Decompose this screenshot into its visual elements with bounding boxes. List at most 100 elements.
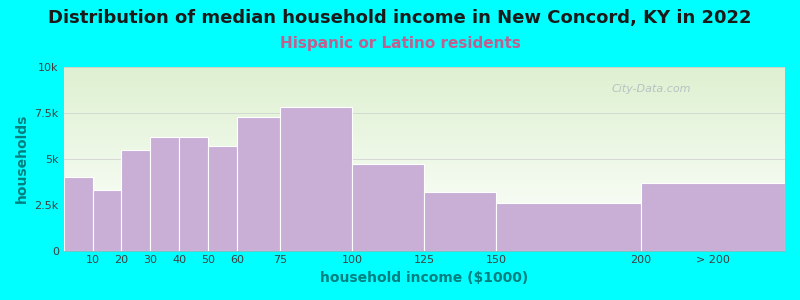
Bar	[64, 159, 785, 160]
Bar	[64, 227, 785, 228]
Bar	[64, 171, 785, 172]
Bar	[64, 106, 785, 107]
Text: City-Data.com: City-Data.com	[612, 84, 691, 94]
Bar	[64, 146, 785, 147]
Bar	[64, 116, 785, 117]
Bar	[64, 124, 785, 125]
Bar	[64, 195, 785, 196]
Bar	[64, 138, 785, 139]
Bar	[64, 141, 785, 142]
Bar	[64, 202, 785, 203]
Bar	[64, 69, 785, 70]
Bar	[64, 184, 785, 185]
Bar	[64, 122, 785, 123]
Bar	[64, 73, 785, 74]
Bar	[64, 88, 785, 89]
Bar	[64, 180, 785, 181]
Bar	[64, 201, 785, 202]
Bar	[64, 76, 785, 77]
Bar	[64, 91, 785, 92]
Bar	[64, 167, 785, 168]
Bar	[64, 74, 785, 75]
Bar	[64, 198, 785, 199]
Bar	[64, 205, 785, 206]
Bar	[64, 245, 785, 246]
Bar	[64, 93, 785, 94]
Bar	[64, 133, 785, 134]
Bar	[64, 235, 785, 236]
Bar	[64, 222, 785, 223]
Bar	[64, 104, 785, 105]
Bar	[64, 243, 785, 244]
Bar	[64, 186, 785, 187]
Bar	[64, 103, 785, 104]
Bar	[64, 96, 785, 97]
Bar	[64, 204, 785, 205]
Bar	[64, 113, 785, 114]
Bar	[64, 199, 785, 200]
Bar	[237, 117, 280, 250]
Bar	[64, 168, 785, 169]
Bar	[64, 197, 785, 198]
Bar	[64, 224, 785, 225]
Bar	[64, 78, 785, 79]
Bar	[64, 131, 785, 132]
Bar	[64, 108, 785, 109]
Bar	[64, 75, 785, 76]
Bar	[64, 182, 785, 183]
Bar	[497, 203, 641, 250]
Bar	[64, 125, 785, 126]
Bar	[64, 82, 785, 83]
Bar	[208, 146, 237, 250]
X-axis label: household income ($1000): household income ($1000)	[320, 271, 529, 285]
Bar	[64, 191, 785, 192]
Bar	[64, 151, 785, 152]
Bar	[64, 117, 785, 118]
Bar	[64, 225, 785, 226]
Bar	[64, 149, 785, 150]
Bar	[64, 128, 785, 129]
Bar	[64, 129, 785, 130]
Bar	[64, 118, 785, 119]
Bar	[64, 145, 785, 146]
Bar	[64, 194, 785, 195]
Bar	[64, 71, 785, 72]
Bar	[64, 241, 785, 242]
Bar	[64, 105, 785, 106]
Bar	[64, 87, 785, 88]
Bar	[64, 111, 785, 112]
Bar	[64, 130, 785, 131]
Bar	[64, 228, 785, 229]
Bar	[64, 188, 785, 189]
Bar	[64, 79, 785, 80]
Bar	[64, 248, 785, 249]
Bar	[64, 230, 785, 231]
Bar	[64, 236, 785, 237]
Bar	[64, 187, 785, 188]
Bar	[64, 85, 785, 86]
Bar	[64, 157, 785, 158]
Bar	[64, 127, 785, 128]
Bar	[64, 115, 785, 116]
Bar	[64, 214, 785, 215]
Bar	[64, 90, 785, 91]
Bar	[64, 208, 785, 209]
Bar	[64, 136, 785, 137]
Bar	[64, 172, 785, 173]
Bar	[64, 166, 785, 167]
Bar	[64, 154, 785, 155]
Bar	[64, 92, 785, 93]
Bar	[64, 247, 785, 248]
Bar	[64, 143, 785, 144]
Bar	[64, 165, 785, 166]
Bar	[64, 218, 785, 219]
Bar	[64, 67, 785, 68]
Bar	[64, 158, 785, 159]
Bar	[64, 215, 785, 216]
Bar	[64, 177, 785, 178]
Bar	[64, 142, 785, 143]
Bar	[64, 246, 785, 247]
Bar	[64, 206, 785, 207]
Bar	[64, 223, 785, 224]
Bar	[64, 233, 785, 234]
